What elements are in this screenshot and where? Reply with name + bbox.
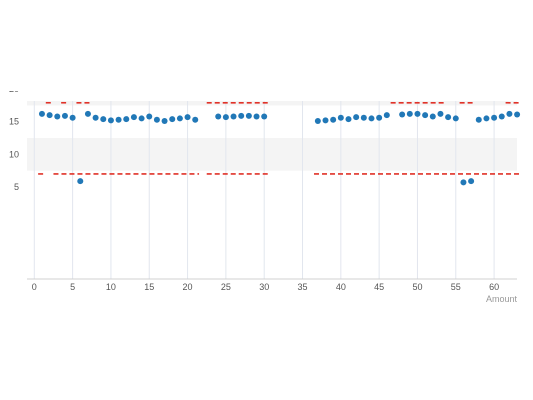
data-point [253,113,260,120]
data-point [222,114,229,121]
y-tick-label: 20 [9,91,19,94]
data-point [353,114,360,121]
data-point [92,114,99,121]
data-point [406,110,413,117]
y-band [27,138,517,171]
x-tick-label: 45 [374,282,384,292]
data-points [38,40,521,186]
x-tick-label: 25 [221,282,231,292]
chart-frame: 5 10 15 20 25 0 5 10 15 20 25 30 35 40 45 50 55 60 Amoun… [0,40,533,307]
data-point [100,116,107,123]
data-point [146,113,153,120]
data-point [314,118,321,125]
x-tick-label: 15 [144,282,154,292]
y-tick-label: 10 [9,149,19,159]
data-point [422,112,429,119]
control-limits [38,101,521,175]
data-point [230,113,237,120]
data-point [399,111,406,118]
data-point [38,110,45,117]
data-point [215,113,222,120]
data-point [54,113,61,120]
x-tick-label: 50 [412,282,422,292]
data-point [169,116,176,123]
data-point [468,178,475,185]
data-point [345,116,352,123]
data-point [69,114,76,121]
data-point [107,117,114,124]
x-tick-label: 40 [336,282,346,292]
data-point [475,116,482,123]
data-point [383,112,390,119]
data-point [123,116,130,123]
data-point [46,112,53,119]
data-point [330,116,337,123]
scatter-chart: 5 10 15 20 25 0 5 10 15 20 25 30 35 40 45 50 55 60 Amoun… [9,40,521,304]
data-point [460,179,467,186]
x-tick-label: 60 [489,282,499,292]
data-point [498,113,505,120]
data-point [414,110,421,117]
data-point [360,114,367,121]
data-point [376,114,383,121]
data-point [437,110,444,117]
data-point [445,114,452,121]
data-point [506,110,513,117]
data-point [153,116,160,123]
data-point [514,111,521,118]
x-axis-label: Amount [486,294,518,304]
y-tick-label: 15 [9,117,19,127]
x-tick-label: 30 [259,282,269,292]
data-point [337,114,344,121]
data-point [192,116,199,123]
x-tick-label: 20 [183,282,193,292]
data-point [322,117,329,124]
data-point [176,115,183,122]
x-tick-label: 35 [298,282,308,292]
data-point [161,118,168,125]
data-point [452,115,459,122]
x-gridlines [33,101,495,279]
data-point [84,110,91,117]
y-bands [27,101,517,171]
data-point [245,112,252,119]
x-tick-label: 5 [70,282,75,292]
data-point [261,113,268,120]
data-point [483,115,490,122]
data-point [115,116,122,123]
data-point [491,114,498,121]
data-point [138,115,145,122]
data-point [184,114,191,121]
x-tick-label: 10 [106,282,116,292]
y-band [27,101,517,106]
data-point [61,112,68,119]
data-point [130,114,137,121]
data-point [429,113,436,120]
x-tick-labels: 0 5 10 15 20 25 30 35 40 45 50 55 60 [32,282,499,292]
data-point [368,115,375,122]
y-tick-label: 5 [14,182,19,192]
data-point [77,178,84,185]
data-point [238,112,245,119]
x-tick-label: 0 [32,282,37,292]
x-tick-label: 55 [451,282,461,292]
